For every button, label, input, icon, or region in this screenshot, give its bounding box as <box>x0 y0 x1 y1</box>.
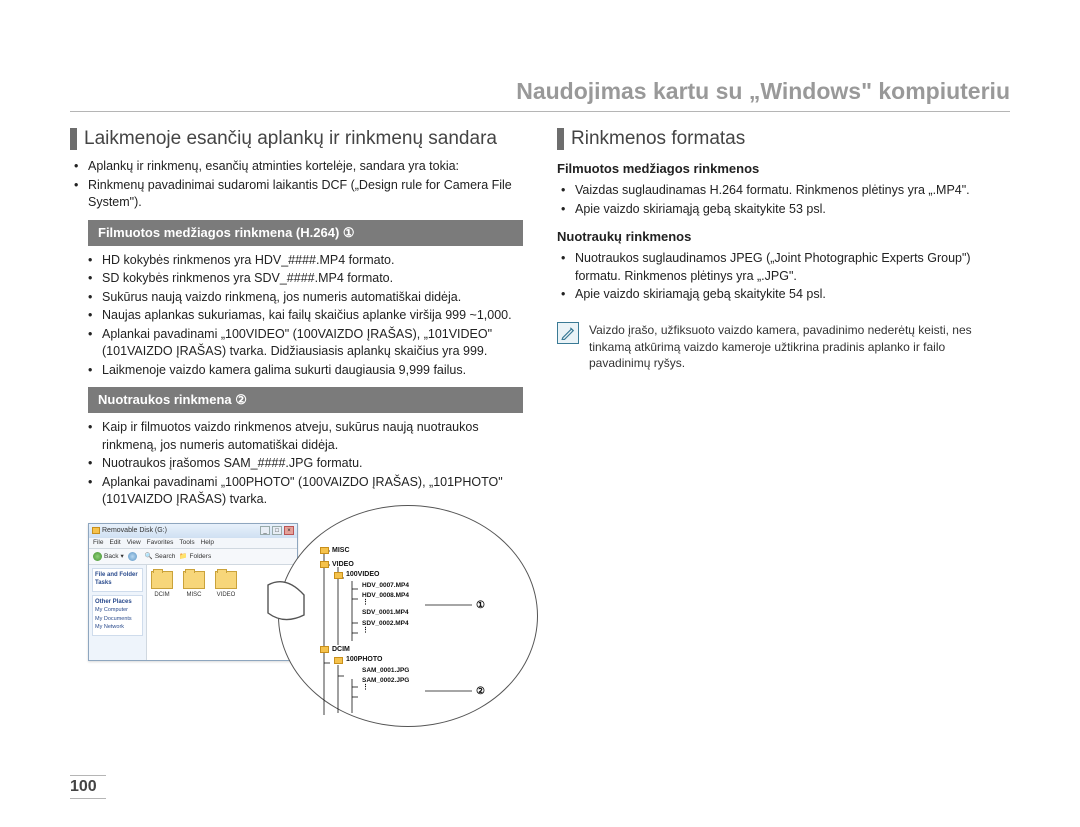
menu-item: Edit <box>109 538 120 547</box>
intro-line: Rinkmenų pavadinimai sudaromi laikantis … <box>88 177 523 212</box>
section-marker <box>70 128 77 150</box>
right-column: Rinkmenos formatas Filmuotos medžiagos r… <box>557 128 1010 733</box>
close-icon: × <box>284 526 294 535</box>
left-column: Laikmenoje esančių aplankų ir rinkmenų s… <box>70 128 523 733</box>
section-title-right: Rinkmenos formatas <box>571 128 745 150</box>
intro-line: Aplankų ir rinkmenų, esančių atminties k… <box>88 158 523 176</box>
folder-icon <box>334 657 343 664</box>
callout-tail <box>266 575 306 635</box>
folder-icon <box>215 571 237 589</box>
menu-item: View <box>127 538 141 547</box>
list-item: Kaip ir filmuotos vaizdo rinkmenos atvej… <box>102 419 523 454</box>
tree-label: MISC <box>332 546 350 556</box>
tree-file: SDV_0001.MP4 <box>362 608 409 617</box>
forward-icon <box>128 552 137 561</box>
subheading: Nuotraukų rinkmenos <box>557 228 1010 246</box>
list-item: HD kokybės rinkmenos yra HDV_####.MP4 fo… <box>102 252 523 270</box>
folder-icon <box>183 571 205 589</box>
section-marker <box>557 128 564 150</box>
list-item: Nuotraukos įrašomos SAM_####.JPG formatu… <box>102 455 523 473</box>
side-panel-header: File and Folder Tasks <box>95 571 140 588</box>
tree-marker-2: ② <box>476 685 485 699</box>
list-item: Apie vaizdo skiriamąją gebą skaitykite 5… <box>575 286 1010 304</box>
window-title: Removable Disk (G:) <box>102 526 167 536</box>
subsection-band: Nuotraukos rinkmena ② <box>88 387 523 413</box>
tree-label: 100PHOTO <box>346 655 382 665</box>
tree-label: VIDEO <box>332 560 354 570</box>
folder-icon <box>320 646 329 653</box>
menu-item: File <box>93 538 103 547</box>
folder-tree: MISC VIDEO 100VIDEO HDV_0007.MP4 HDV_000… <box>320 545 530 693</box>
folder-label: DCIM <box>151 591 173 599</box>
subheading: Filmuotos medžiagos rinkmenos <box>557 160 1010 178</box>
list-item: Naujas aplankas sukuriamas, kai failų sk… <box>102 307 523 325</box>
side-link: My Computer <box>95 607 140 615</box>
toolbar-back: Back <box>104 552 118 561</box>
tree-file: SAM_0001.JPG <box>362 666 409 675</box>
folder-icon <box>334 572 343 579</box>
note-icon <box>557 322 579 344</box>
folder-structure-diagram: Removable Disk (G:) _ □ × File Edit Vie <box>70 523 523 733</box>
list-item: Apie vaizdo skiriamąją gebą skaitykite 5… <box>575 201 1010 219</box>
maximize-icon: □ <box>272 526 282 535</box>
tree-file: HDV_0007.MP4 <box>362 581 409 590</box>
side-link: My Documents <box>95 616 140 624</box>
folder-icon <box>320 547 329 554</box>
tree-marker-1: ① <box>476 599 485 613</box>
folder-icon <box>320 561 329 568</box>
list-item: Laikmenoje vaizdo kamera galima sukurti … <box>102 362 523 380</box>
toolbar-folders: Folders <box>190 552 212 561</box>
menu-item: Help <box>201 538 214 547</box>
folder-label: MISC <box>183 591 205 599</box>
note-box: Vaizdo įrašo, užfiksuoto vaizdo kamera, … <box>557 322 1010 372</box>
side-link: My Network <box>95 624 140 632</box>
section-title-left: Laikmenoje esančių aplankų ir rinkmenų s… <box>84 128 497 150</box>
page-header: Naudojimas kartu su „Windows" kompiuteri… <box>70 78 1010 112</box>
minimize-icon: _ <box>260 526 270 535</box>
folder-icon <box>151 571 173 589</box>
subsection-band: Filmuotos medžiagos rinkmena (H.264) ① <box>88 220 523 246</box>
note-text: Vaizdo įrašo, užfiksuoto vaizdo kamera, … <box>589 322 1000 372</box>
list-item: Aplankai pavadinami „100VIDEO" (100VAIZD… <box>102 326 523 361</box>
list-item: Vaizdas suglaudinamas H.264 formatu. Rin… <box>575 182 1010 200</box>
list-item: SD kokybės rinkmenos yra SDV_####.MP4 fo… <box>102 270 523 288</box>
side-panel-header: Other Places <box>95 598 140 606</box>
page-number: 100 <box>70 775 106 799</box>
toolbar-search: Search <box>155 552 176 561</box>
tree-label: 100VIDEO <box>346 570 379 580</box>
menu-item: Tools <box>179 538 194 547</box>
tree-label: DCIM <box>332 645 350 655</box>
folder-label: VIDEO <box>215 591 237 599</box>
list-item: Nuotraukos suglaudinamos JPEG („Joint Ph… <box>575 250 1010 285</box>
list-item: Aplankai pavadinami „100PHOTO" (100VAIZD… <box>102 474 523 509</box>
list-item: Sukūrus naują vaizdo rinkmeną, jos numer… <box>102 289 523 307</box>
menu-item: Favorites <box>147 538 174 547</box>
back-icon <box>93 552 102 561</box>
folder-icon <box>92 527 100 534</box>
